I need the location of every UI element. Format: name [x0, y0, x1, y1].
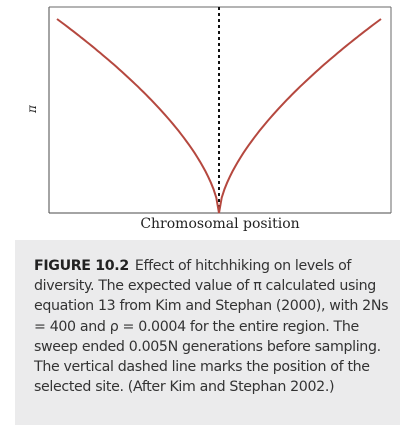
caption-band	[15, 240, 400, 425]
figure-number: FIGURE 10.2	[34, 258, 129, 274]
pi-curve	[56, 18, 382, 214]
caption-text: Effect of hitchhiking on levels of diver…	[34, 258, 389, 396]
y-axis-label: π	[24, 105, 39, 113]
chart	[48, 6, 392, 214]
x-axis-label: Chromosomal position	[140, 216, 300, 232]
figure-caption: FIGURE 10.2 Effect of hitchhiking on leve…	[34, 256, 390, 397]
figure: Chromosomal position π	[24, 6, 392, 232]
